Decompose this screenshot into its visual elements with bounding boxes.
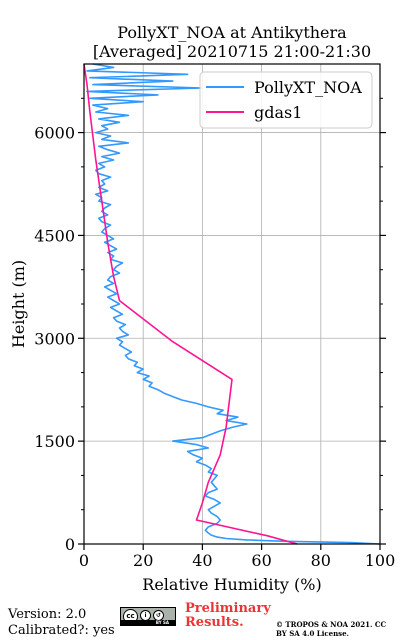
copyright-text: © TROPOS & NOA 2021. CC BY SA 4.0 Licens… [276, 620, 387, 638]
y-tick-label: 4500 [34, 226, 75, 245]
y-tick-label: 1500 [34, 432, 75, 451]
axis-ticks: 0 20 40 60 80 100 0 1500 3000 4500 6000 [34, 97, 396, 570]
y-axis-label: Height (m) [9, 260, 28, 348]
x-axis-label: Relative Humidity (%) [142, 575, 321, 594]
plot-frame [83, 63, 381, 545]
x-tick-label: 40 [192, 551, 212, 570]
chart-subtitle: [Averaged] 20210715 21:00-21:30 [93, 42, 371, 61]
legend-label-pollyxt: PollyXT_NOA [254, 78, 362, 97]
grid-lines [83, 64, 381, 545]
cc-license-logo: cc i ↺ BY SA [120, 607, 176, 626]
series-layer [83, 63, 381, 545]
x-tick-label: 80 [311, 551, 331, 570]
version-text: Version: 2.0 [8, 607, 87, 622]
y-tick-label: 6000 [34, 124, 75, 143]
humidity-profile-chart: PollyXT_NOA at Antikythera [Averaged] 20… [9, 23, 396, 594]
x-tick-label: 20 [133, 551, 153, 570]
y-tick-label: 3000 [34, 329, 75, 348]
x-tick-label: 60 [251, 551, 271, 570]
legend: PollyXT_NOA gdas1 [199, 71, 373, 129]
x-tick-label: 0 [79, 551, 89, 570]
series-line-gdas1 [83, 63, 298, 545]
legend-label-gdas1: gdas1 [254, 103, 302, 122]
preliminary-results-text: Preliminary Results. [185, 601, 271, 630]
calibrated-text: Calibrated?: yes [8, 623, 115, 638]
chart-title: PollyXT_NOA at Antikythera [117, 23, 347, 42]
x-tick-label: 100 [365, 551, 396, 570]
series-line-pollyxt-noa [86, 63, 381, 545]
y-tick-label: 0 [65, 535, 75, 554]
